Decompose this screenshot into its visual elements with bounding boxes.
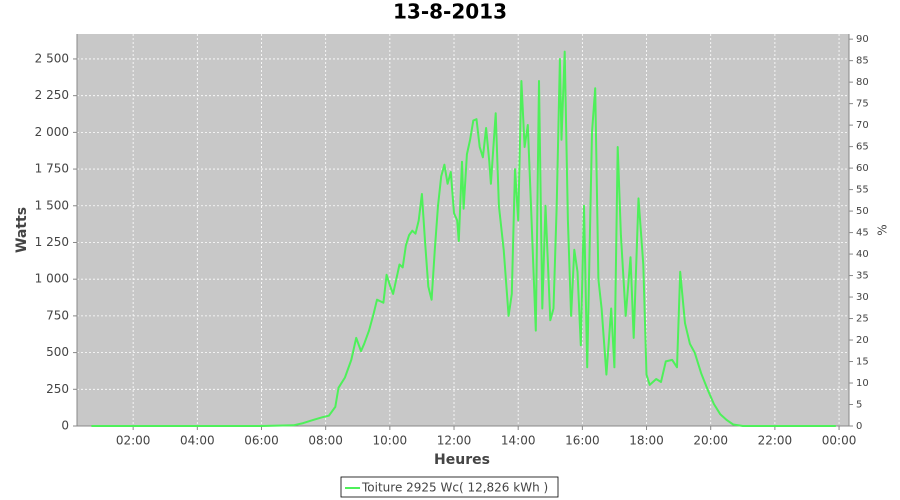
x-tick-label: 14:00 xyxy=(501,434,536,448)
y-axis-label: Watts xyxy=(14,207,30,253)
y2-tick-label: 60 xyxy=(856,163,869,174)
y2-tick-label: 90 xyxy=(856,34,869,45)
x-tick-label: 12:00 xyxy=(437,434,472,448)
x-tick-label: 06:00 xyxy=(244,434,279,448)
y2-tick-label: 30 xyxy=(856,292,869,303)
y-tick-label: 750 xyxy=(46,308,69,322)
x-tick-label: 02:00 xyxy=(116,434,151,448)
legend-label: Toiture 2925 Wc( 12,826 kWh ) xyxy=(361,481,548,495)
x-axis-label: Heures xyxy=(434,452,490,468)
y2-tick-label: 55 xyxy=(856,185,869,196)
x-tick-label: 00:00 xyxy=(822,434,857,448)
y2-tick-label: 65 xyxy=(856,142,869,153)
y2-tick-label: 75 xyxy=(856,99,869,110)
x-tick-label: 08:00 xyxy=(308,434,343,448)
y2-axis-label: % xyxy=(876,224,890,235)
y2-tick-label: 85 xyxy=(856,56,869,67)
y2-tick-label: 35 xyxy=(856,271,869,282)
y-tick-label: 1 000 xyxy=(35,272,69,286)
y-tick-label: 0 xyxy=(61,419,69,433)
y-tick-label: 2 250 xyxy=(35,88,69,102)
y2-tick-label: 70 xyxy=(856,120,869,131)
x-tick-label: 16:00 xyxy=(565,434,600,448)
y2-tick-label: 80 xyxy=(856,77,869,88)
y2-tick-label: 40 xyxy=(856,249,869,260)
y-tick-label: 500 xyxy=(46,345,69,359)
x-tick-label: 18:00 xyxy=(629,434,664,448)
x-tick-label: 22:00 xyxy=(758,434,793,448)
y-tick-label: 1 250 xyxy=(35,235,69,249)
y-tick-label: 1 750 xyxy=(35,162,69,176)
y-tick-label: 2 500 xyxy=(35,51,69,65)
y2-tick-label: 5 xyxy=(856,400,862,411)
y-tick-label: 2 000 xyxy=(35,125,69,139)
y-tick-label: 1 500 xyxy=(35,198,69,212)
y2-tick-label: 15 xyxy=(856,357,869,368)
plot-area xyxy=(77,34,849,426)
y-tick-label: 250 xyxy=(46,382,69,396)
x-tick-label: 20:00 xyxy=(693,434,728,448)
y2-tick-label: 45 xyxy=(856,228,869,239)
y2-tick-label: 20 xyxy=(856,335,869,346)
x-tick-label: 04:00 xyxy=(180,434,215,448)
y2-tick-label: 25 xyxy=(856,314,869,325)
y2-tick-label: 10 xyxy=(856,378,869,389)
line-series xyxy=(91,50,836,427)
y2-tick-label: 0 xyxy=(856,421,862,432)
x-tick-label: 10:00 xyxy=(373,434,408,448)
chart-title: 13-8-2013 xyxy=(393,0,507,24)
y2-tick-label: 50 xyxy=(856,206,869,217)
legend-box xyxy=(340,476,559,498)
